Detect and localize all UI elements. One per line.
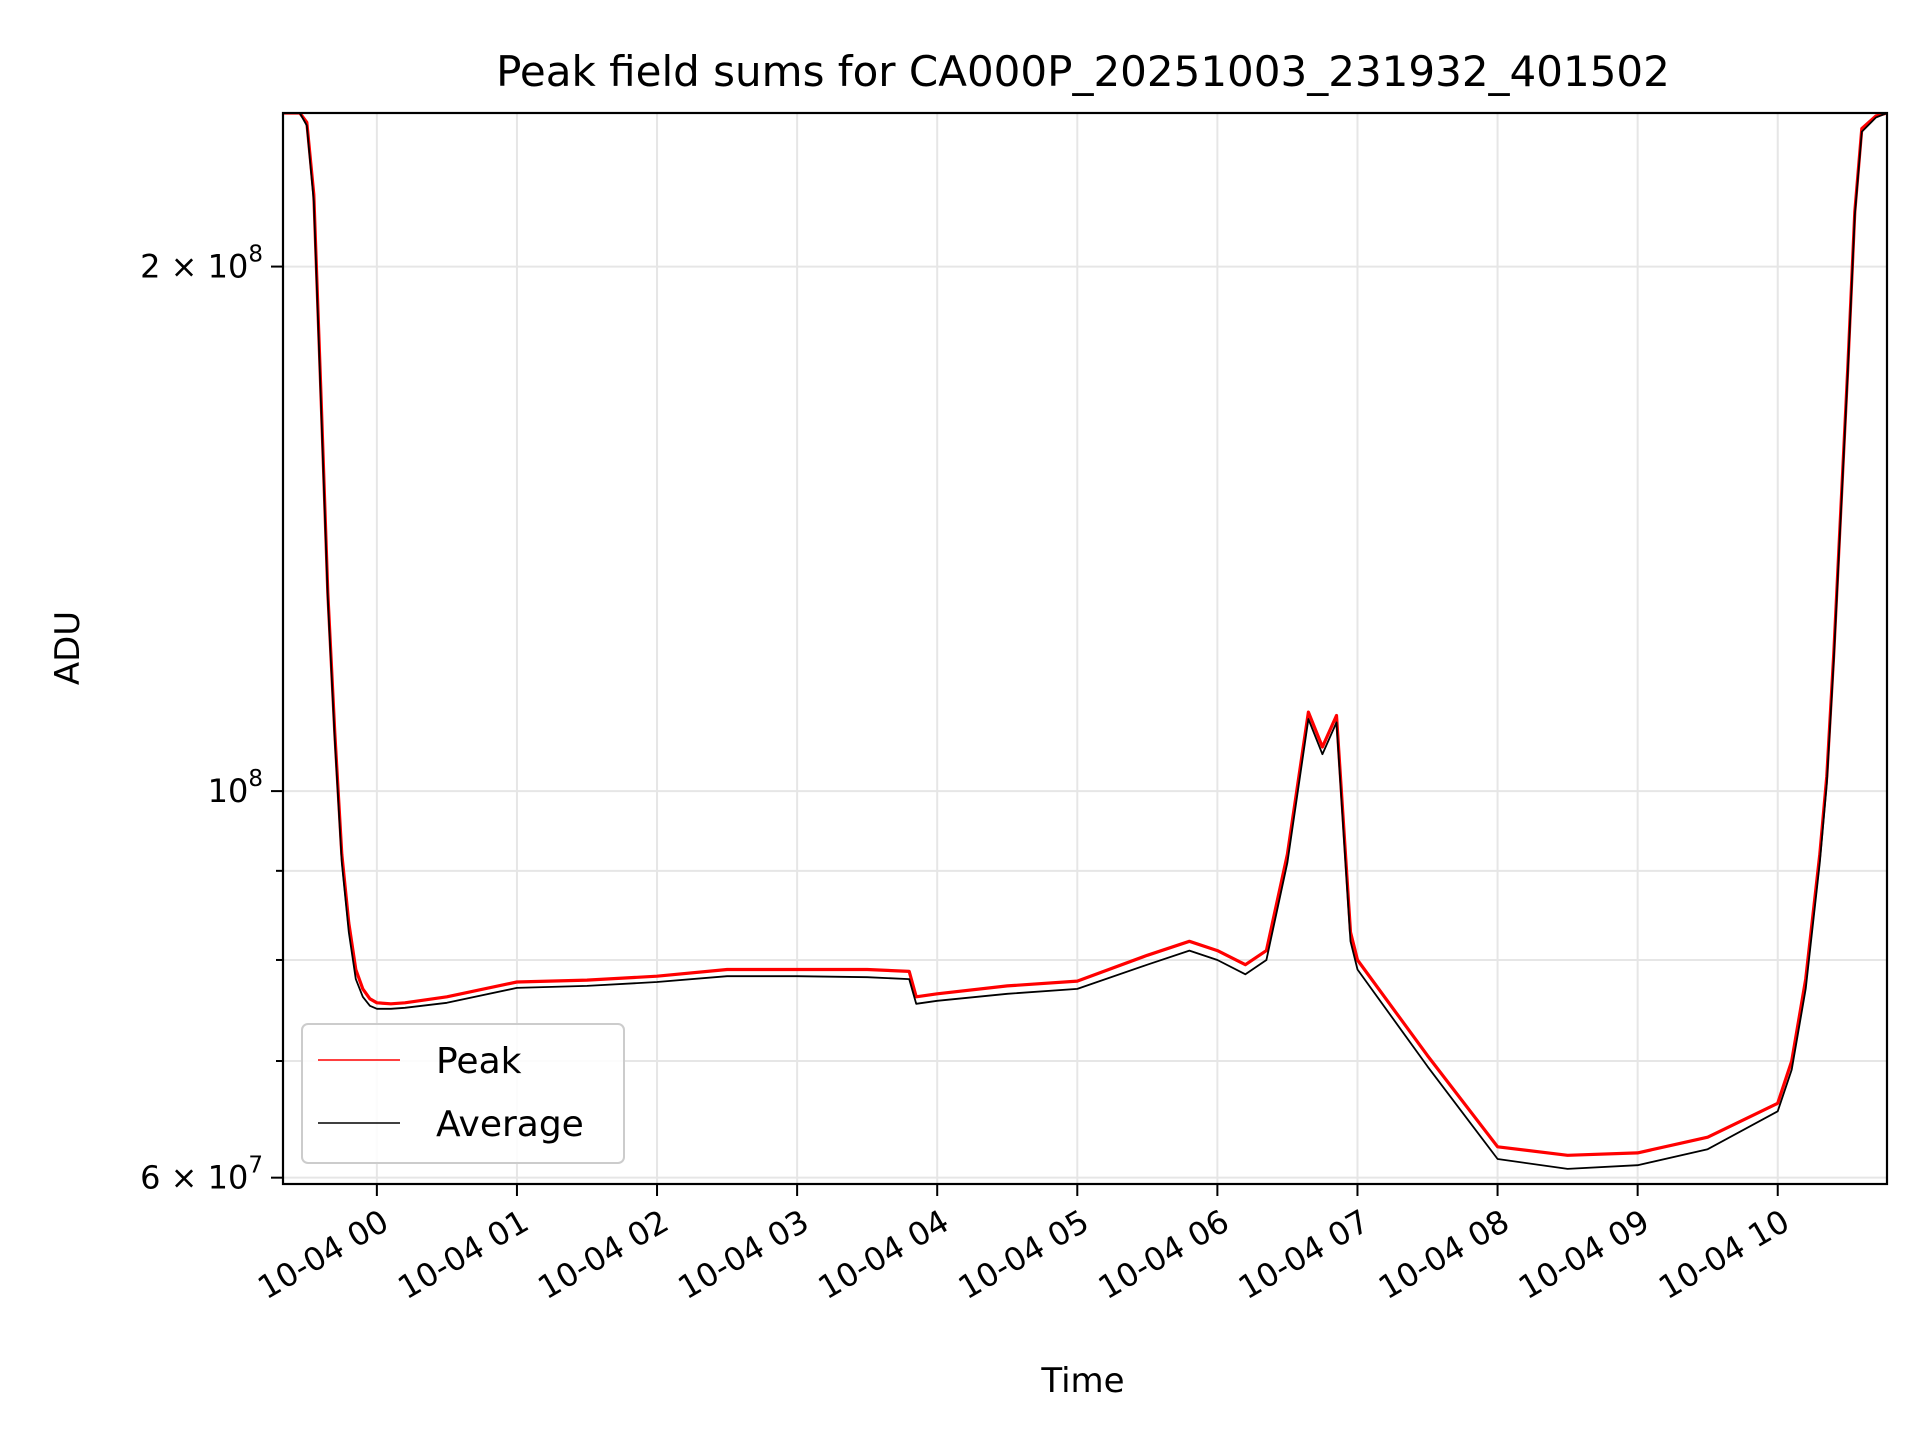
- series-line-peak: [283, 113, 1887, 1157]
- legend: Peak Average: [301, 1023, 625, 1164]
- grid: [283, 113, 1887, 1184]
- plot-frame: [281, 111, 1889, 1186]
- chart-title: Peak field sums for CA000P_20251003_2319…: [496, 47, 1670, 96]
- y-axis: 6 × 107 108 2 × 108: [140, 242, 283, 1197]
- x-axis-label: Time: [1040, 1361, 1124, 1401]
- y-tick-label: 2 × 108: [140, 242, 263, 286]
- series-line-average: [283, 113, 1887, 1170]
- legend-label-peak: Peak: [436, 1041, 522, 1082]
- y-axis-label: ADU: [48, 611, 88, 685]
- legend-label-average: Average: [436, 1104, 584, 1145]
- legend-box: [301, 1023, 625, 1164]
- y-tick-label: 6 × 107: [140, 1153, 263, 1197]
- y-tick-label: 108: [208, 766, 263, 810]
- series-layer: [283, 113, 1887, 1170]
- plot-area: [283, 113, 1887, 1170]
